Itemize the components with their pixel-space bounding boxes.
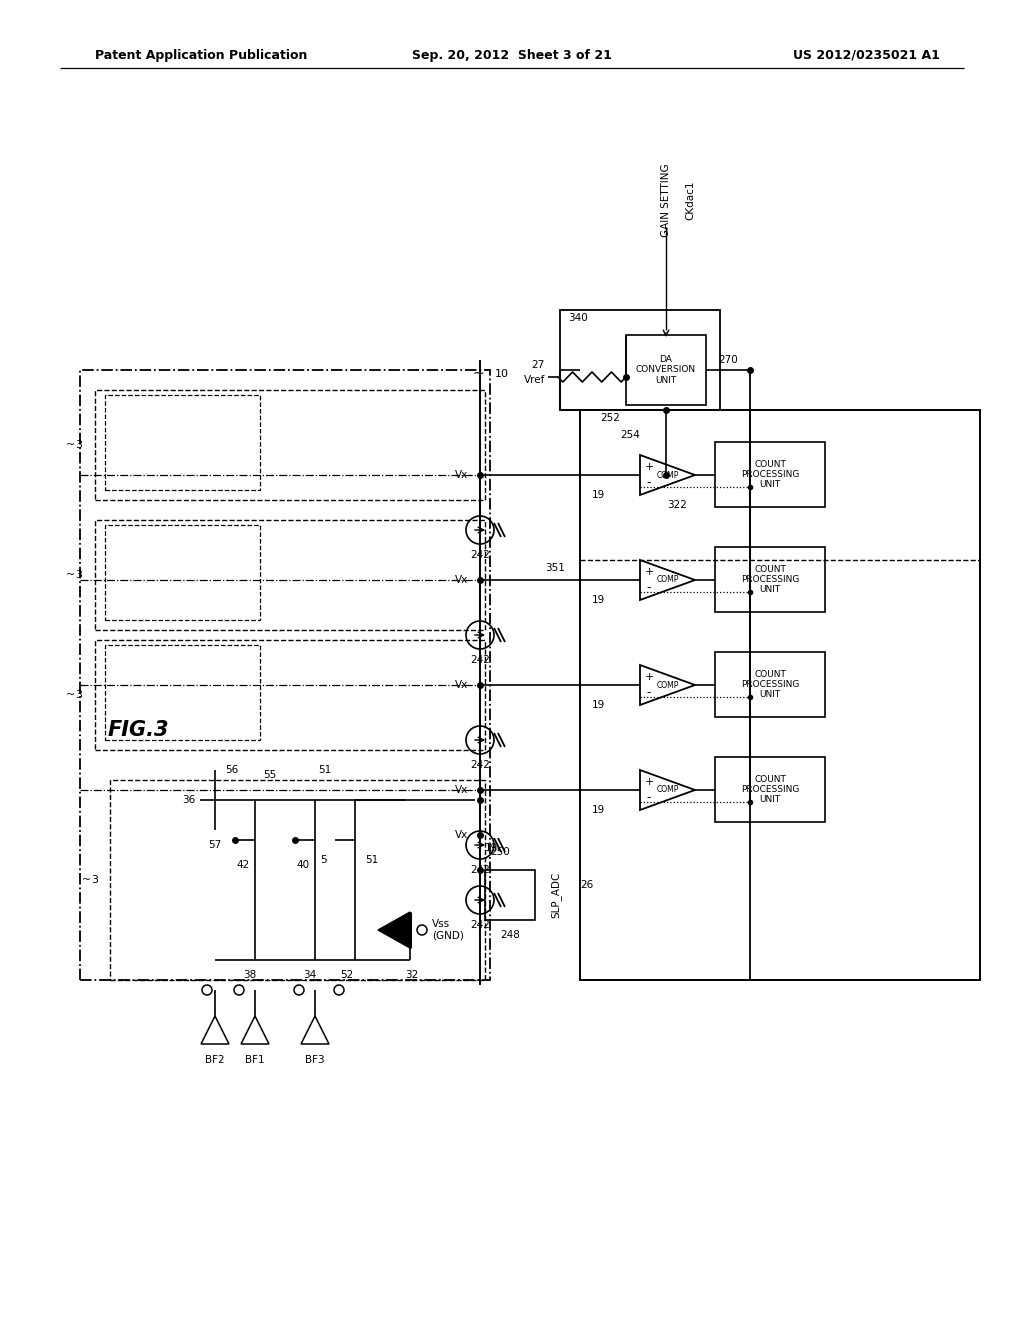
Text: 322: 322: [667, 500, 687, 510]
Text: 3: 3: [75, 440, 82, 450]
Bar: [110, 780, 485, 979]
Text: 34: 34: [303, 970, 316, 979]
Bar: [560, 310, 720, 411]
Text: FIG.3: FIG.3: [108, 719, 170, 741]
Text: DA
CONVERSION
UNIT: DA CONVERSION UNIT: [636, 355, 696, 385]
Text: COMP: COMP: [656, 785, 679, 795]
Text: Vss
(GND): Vss (GND): [432, 919, 464, 941]
Text: 270: 270: [718, 355, 737, 366]
Bar: [95, 520, 485, 630]
Text: ~: ~: [66, 440, 75, 450]
Text: 52: 52: [340, 970, 353, 979]
Text: 254: 254: [620, 430, 640, 440]
Text: US 2012/0235021 A1: US 2012/0235021 A1: [794, 49, 940, 62]
Text: +: +: [644, 672, 653, 682]
Text: Vref: Vref: [523, 375, 545, 385]
Text: 19: 19: [592, 700, 604, 710]
Text: 248: 248: [500, 931, 520, 940]
Text: BF1: BF1: [245, 1055, 265, 1065]
Text: COUNT
PROCESSING
UNIT: COUNT PROCESSING UNIT: [740, 669, 799, 700]
Text: 19: 19: [592, 805, 604, 814]
Text: -: -: [647, 477, 651, 490]
Text: COUNT
PROCESSING
UNIT: COUNT PROCESSING UNIT: [740, 459, 799, 490]
Text: 242: 242: [470, 550, 489, 560]
Text: 42: 42: [237, 861, 250, 870]
Text: 32: 32: [406, 970, 418, 979]
Text: -: -: [647, 792, 651, 804]
Text: Vx: Vx: [455, 470, 468, 480]
Text: 10: 10: [495, 370, 509, 379]
Bar: [626, 335, 706, 405]
Text: Vx: Vx: [455, 576, 468, 585]
Text: COUNT
PROCESSING
UNIT: COUNT PROCESSING UNIT: [740, 565, 799, 594]
Text: +: +: [644, 462, 653, 473]
Text: 340: 340: [568, 313, 588, 323]
Bar: [715, 546, 825, 612]
Text: +: +: [644, 777, 653, 787]
Text: 3: 3: [75, 570, 82, 579]
Text: 252: 252: [600, 413, 620, 422]
Text: 242: 242: [470, 865, 489, 875]
Text: 51: 51: [365, 855, 378, 865]
Text: ~: ~: [66, 570, 75, 579]
Bar: [95, 389, 485, 500]
Text: GAIN SETTING: GAIN SETTING: [662, 164, 671, 236]
Text: 19: 19: [592, 490, 604, 500]
Text: 242: 242: [470, 760, 489, 770]
Text: Vx: Vx: [455, 830, 468, 840]
Bar: [580, 411, 980, 979]
Text: +: +: [644, 568, 653, 577]
Bar: [80, 370, 490, 979]
Text: 36: 36: [181, 795, 195, 805]
Text: 3: 3: [75, 690, 82, 700]
Text: 38: 38: [244, 970, 257, 979]
Text: 40: 40: [297, 861, 310, 870]
Text: Sep. 20, 2012  Sheet 3 of 21: Sep. 20, 2012 Sheet 3 of 21: [412, 49, 612, 62]
Bar: [105, 645, 260, 741]
Text: COUNT
PROCESSING
UNIT: COUNT PROCESSING UNIT: [740, 775, 799, 804]
Bar: [485, 870, 535, 920]
Text: Patent Application Publication: Patent Application Publication: [95, 49, 307, 62]
Text: SLP_ADC: SLP_ADC: [550, 871, 561, 919]
Text: 3: 3: [91, 875, 98, 884]
Bar: [715, 652, 825, 717]
Bar: [105, 525, 260, 620]
Bar: [715, 442, 825, 507]
Text: BF2: BF2: [205, 1055, 225, 1065]
Text: 242: 242: [470, 920, 489, 931]
Text: Vx: Vx: [455, 680, 468, 690]
Text: ~: ~: [472, 367, 484, 381]
Text: CKdac1: CKdac1: [685, 181, 695, 219]
Text: -: -: [647, 582, 651, 594]
Text: ~: ~: [82, 875, 91, 884]
Text: COMP: COMP: [656, 470, 679, 479]
Text: ~: ~: [66, 690, 75, 700]
Text: -: -: [647, 686, 651, 700]
Text: 19: 19: [592, 595, 604, 605]
Text: 5: 5: [319, 855, 327, 865]
Text: 51: 51: [318, 766, 332, 775]
Text: 56: 56: [225, 766, 239, 775]
Bar: [715, 756, 825, 822]
Text: 19: 19: [485, 843, 499, 853]
Text: 26: 26: [580, 880, 593, 890]
Text: 55: 55: [263, 770, 276, 780]
Text: Vx: Vx: [455, 785, 468, 795]
Bar: [105, 395, 260, 490]
Text: 242: 242: [470, 655, 489, 665]
Text: 27: 27: [531, 360, 545, 370]
Text: 351: 351: [545, 564, 565, 573]
Text: 57: 57: [208, 840, 221, 850]
Polygon shape: [378, 912, 410, 948]
Text: COMP: COMP: [656, 681, 679, 689]
Text: COMP: COMP: [656, 576, 679, 585]
Text: 250: 250: [490, 847, 510, 857]
Text: BF3: BF3: [305, 1055, 325, 1065]
Bar: [95, 640, 485, 750]
